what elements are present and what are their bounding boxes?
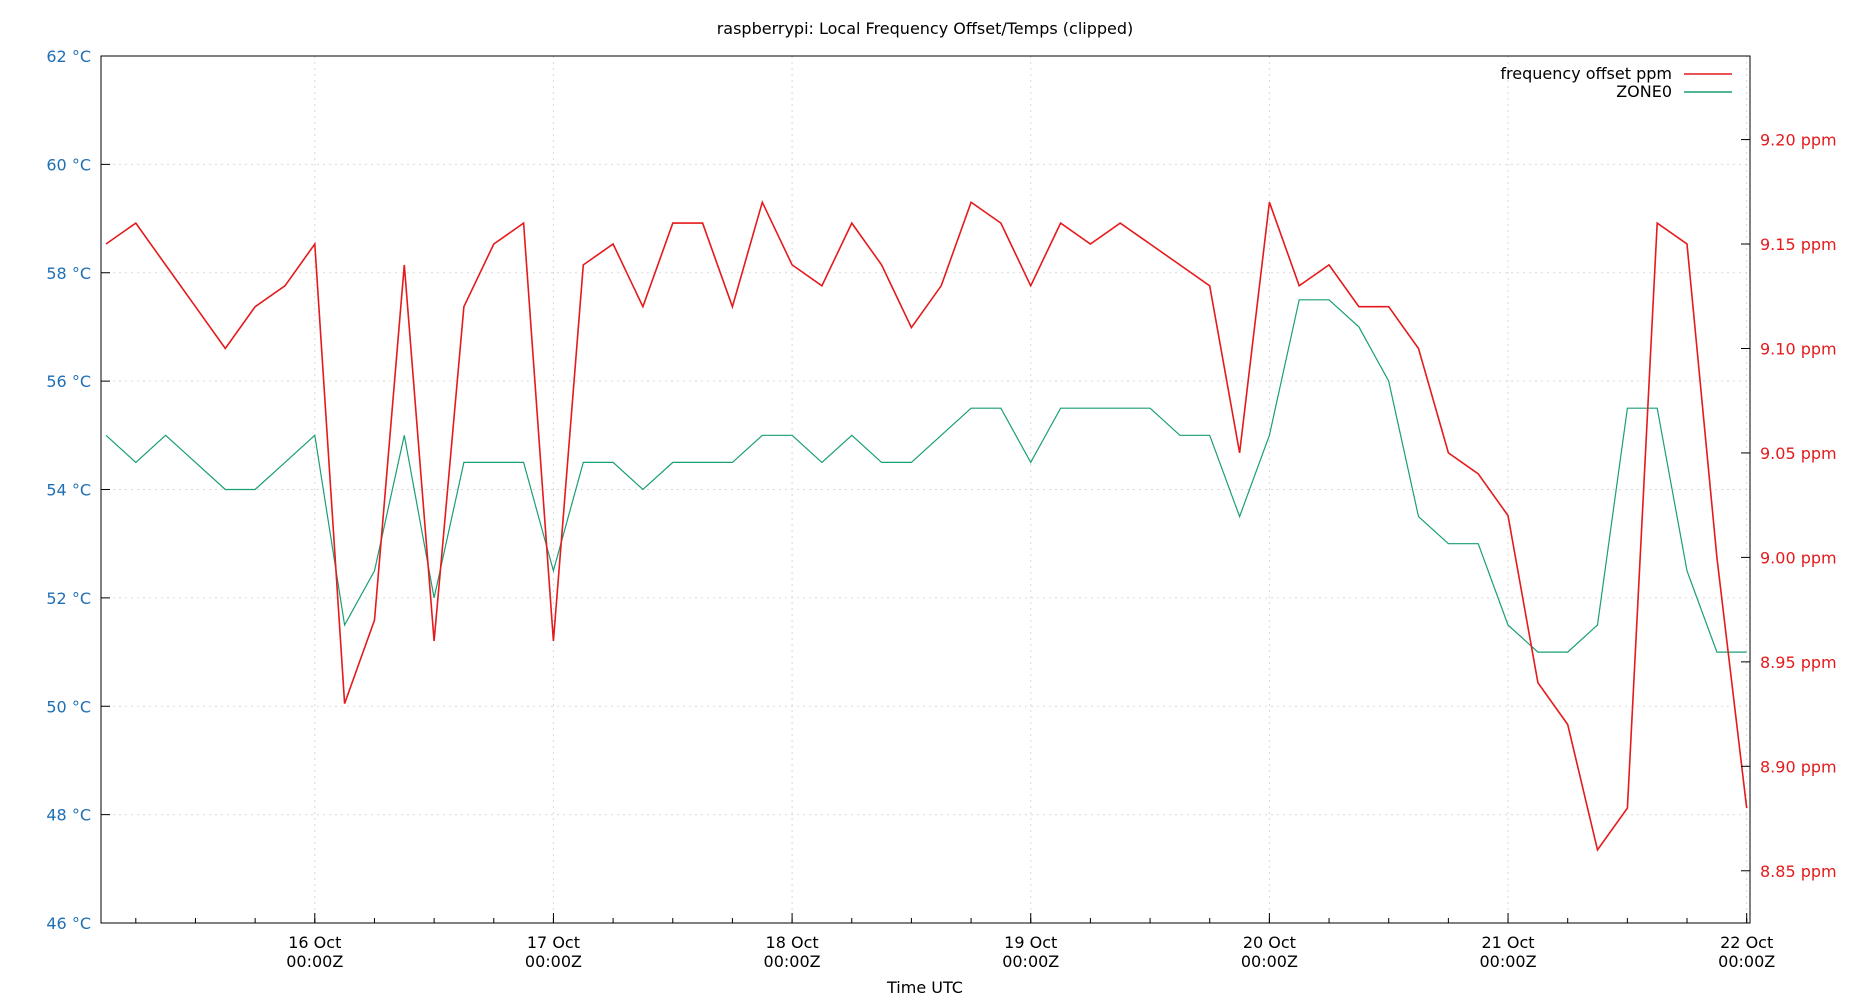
legend-label: ZONE0 xyxy=(1616,82,1672,101)
x-tick-label-time: 00:00Z xyxy=(1002,952,1059,971)
series-layer xyxy=(105,199,1748,852)
y-left-tick-label: 46 °C xyxy=(46,914,91,933)
y-left-tick-label: 58 °C xyxy=(46,264,91,283)
right-axis-ticks: 8.85 ppm 8.90 ppm 8.95 ppm 9.00 ppm 9.05 ppm… xyxy=(1741,131,1837,881)
legend-label: frequency offset ppm xyxy=(1500,64,1672,83)
grid xyxy=(101,55,1750,924)
y-right-tick-label: 8.95 ppm xyxy=(1760,653,1837,672)
x-axis-label: Time UTC xyxy=(886,978,963,997)
y-right-tick-label: 9.00 ppm xyxy=(1760,548,1837,567)
chart-title: raspberrypi: Local Frequency Offset/Temp… xyxy=(717,19,1134,38)
x-tick-label-time: 00:00Z xyxy=(286,952,343,971)
x-tick-label-date: 19 Oct xyxy=(1004,933,1057,952)
x-tick-label-time: 00:00Z xyxy=(525,952,582,971)
y-left-tick-label: 50 °C xyxy=(46,697,91,716)
x-tick-label-date: 22 Oct xyxy=(1720,933,1773,952)
y-left-tick-label: 56 °C xyxy=(46,372,91,391)
y-left-tick-label: 48 °C xyxy=(46,806,91,825)
series-frequency-offset-line xyxy=(105,199,1748,852)
x-tick-label-date: 21 Oct xyxy=(1481,933,1534,952)
y-right-tick-label: 9.15 ppm xyxy=(1760,235,1837,254)
y-right-tick-label: 9.20 ppm xyxy=(1760,131,1837,150)
left-axis-ticks: 46 °C 48 °C 50 °C 52 °C 54 °C 56 °C 58 °C 60 °C… xyxy=(46,47,110,933)
y-right-tick-label: 9.05 ppm xyxy=(1760,444,1837,463)
y-right-tick-label: 9.10 ppm xyxy=(1760,339,1837,358)
x-tick-label-date: 18 Oct xyxy=(766,933,819,952)
y-left-tick-label: 62 °C xyxy=(46,47,91,66)
x-tick-label-time: 00:00Z xyxy=(1718,952,1775,971)
y-right-tick-label: 8.85 ppm xyxy=(1760,862,1837,881)
y-left-tick-label: 54 °C xyxy=(46,481,91,500)
y-right-tick-label: 8.90 ppm xyxy=(1760,757,1837,776)
x-tick-label-time: 00:00Z xyxy=(764,952,821,971)
x-tick-label-date: 16 Oct xyxy=(288,933,341,952)
x-tick-label-date: 20 Oct xyxy=(1243,933,1296,952)
series-zone0-line xyxy=(105,299,1747,653)
y-left-tick-label: 60 °C xyxy=(46,155,91,174)
x-tick-label-time: 00:00Z xyxy=(1241,952,1298,971)
x-tick-label-date: 17 Oct xyxy=(527,933,580,952)
y-left-tick-label: 52 °C xyxy=(46,589,91,608)
x-tick-label-time: 00:00Z xyxy=(1479,952,1536,971)
